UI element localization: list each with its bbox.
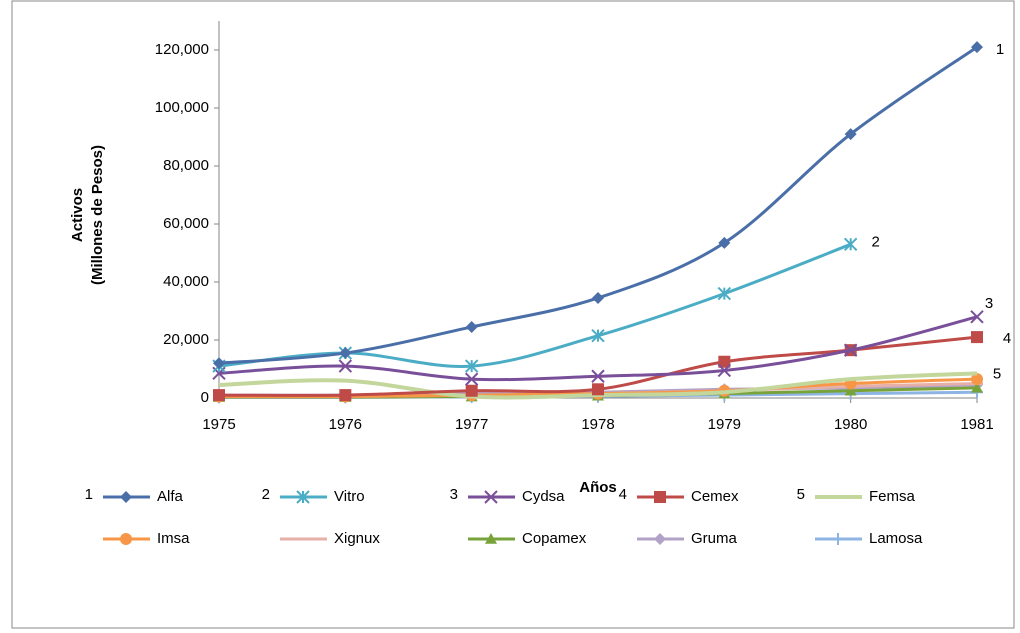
legend-label: Lamosa (869, 530, 923, 547)
x-tick-label: 1975 (202, 416, 235, 433)
y-tick-label: 60,000 (163, 215, 209, 232)
marker (844, 384, 857, 396)
legend-label: Vitro (334, 488, 365, 505)
legend-item: 4 Cemex (619, 486, 739, 505)
marker (654, 533, 666, 545)
rank-label: 5 (993, 365, 1001, 382)
legend-label: Gruma (691, 530, 738, 547)
marker (971, 331, 983, 344)
x-tick-label: 1979 (708, 416, 741, 433)
x-tick-label: 1978 (581, 416, 614, 433)
x-axis-label: Años (579, 479, 617, 496)
y-tick-label: 120,000 (155, 41, 209, 58)
marker (591, 328, 605, 343)
legend-item: Imsa (103, 530, 190, 547)
marker (717, 286, 732, 301)
y-tick-label: 40,000 (163, 273, 209, 290)
marker (832, 533, 844, 545)
marker (971, 41, 983, 54)
legend-item: Copamex (468, 530, 587, 547)
marker (717, 363, 732, 378)
legend-rank: 1 (85, 486, 93, 503)
y-axis-label-line: (Millones de Pesos) (89, 145, 106, 285)
marker (465, 384, 478, 397)
y-axis-label-line: Activos (69, 188, 86, 242)
legend-rank: 5 (797, 486, 805, 503)
marker (120, 491, 132, 503)
marker (970, 310, 984, 324)
marker (843, 343, 858, 357)
marker (484, 490, 498, 504)
series (213, 41, 983, 370)
marker (465, 320, 478, 333)
marker (591, 369, 605, 383)
legend-label: Cemex (691, 488, 739, 505)
x-tick-label: 1980 (834, 416, 867, 433)
marker (464, 359, 479, 373)
marker (654, 491, 666, 503)
y-tick-label: 100,000 (155, 99, 209, 116)
marker (339, 389, 352, 402)
marker (296, 490, 310, 504)
marker (339, 347, 352, 360)
marker (718, 236, 731, 249)
marker (718, 355, 731, 368)
y-tick-label: 20,000 (163, 331, 209, 348)
marker (592, 291, 604, 304)
y-axis-label: Activos (Millones de Pesos) (69, 145, 106, 285)
marker (971, 373, 983, 386)
legend-item: Gruma (637, 530, 738, 547)
y-tick-label: 0 (201, 389, 209, 406)
legend-label: Copamex (522, 530, 587, 547)
marker (338, 359, 353, 373)
legend-rank: 3 (450, 486, 458, 503)
legend-label: Alfa (157, 488, 184, 505)
legend-item: Xignux (280, 530, 380, 547)
legend-label: Cydsa (522, 488, 565, 505)
marker (971, 381, 983, 393)
marker (213, 357, 225, 370)
x-tick-label: 1976 (329, 416, 362, 433)
rank-label: 3 (985, 295, 993, 312)
marker (592, 383, 604, 396)
legend-item: 5 Femsa (797, 486, 916, 505)
legend-rank: 4 (619, 486, 627, 503)
y-tick-label: 80,000 (163, 157, 209, 174)
rank-label: 2 (871, 233, 879, 250)
legend-label: Imsa (157, 530, 190, 547)
legend-item: 3 Cydsa (450, 486, 566, 505)
chart-frame (11, 0, 1015, 629)
legend-rank: 2 (262, 486, 270, 503)
legend-item: 2 Vitro (262, 486, 365, 505)
legend-item: 1 Alfa (85, 486, 184, 505)
marker (464, 372, 479, 386)
rank-label: 1 (996, 41, 1004, 58)
x-tick-label: 1981 (960, 416, 993, 433)
marker (485, 533, 497, 544)
marker (843, 237, 858, 252)
marker (213, 389, 225, 402)
x-tick-label: 1977 (455, 416, 488, 433)
legend-label: Xignux (334, 530, 380, 547)
rank-label: 4 (1003, 330, 1011, 347)
marker (844, 128, 857, 141)
legend-item: Lamosa (815, 530, 923, 547)
legend-label: Femsa (869, 488, 916, 505)
marker (120, 533, 132, 545)
